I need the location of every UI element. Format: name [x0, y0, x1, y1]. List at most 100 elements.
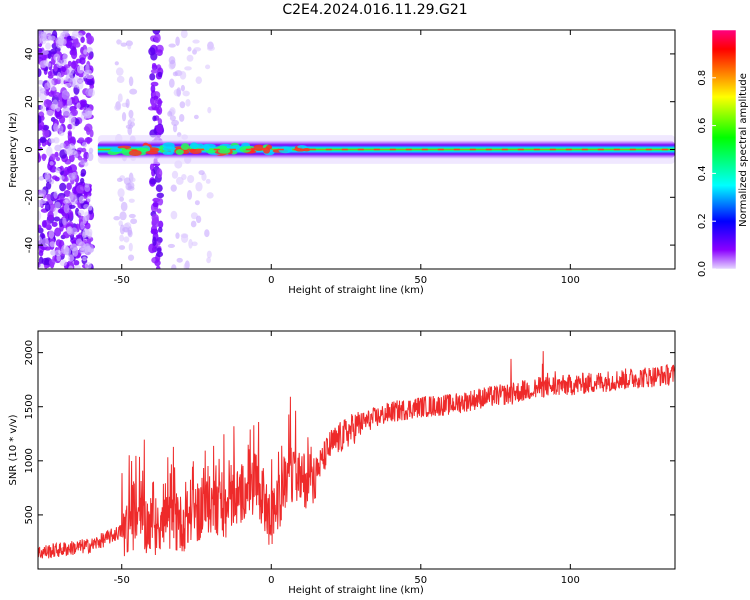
snr-plot-frame: [37, 330, 676, 570]
noise-speckle: [168, 56, 176, 65]
noise-speckle: [62, 217, 67, 226]
noise-speckle: [53, 207, 58, 217]
spectrogram-y-tick-label: 0: [24, 146, 35, 152]
noise-speckle: [38, 146, 43, 151]
noise-speckle: [85, 63, 90, 74]
snr-y-ticks: 500 1000 1500 2000: [24, 340, 675, 524]
noise-speckle: [76, 102, 81, 110]
spectrogram-x-ticks: -50 0 50 100: [114, 30, 580, 286]
noise-speckle: [80, 177, 85, 184]
noise-speckle: [85, 74, 94, 80]
noise-speckle: [48, 178, 55, 185]
signal-blob: [162, 142, 175, 149]
snr-panel: -50 0 50 100 500 1000 1500 2000 Height of stra…: [8, 330, 676, 596]
noise-speckle: [120, 42, 128, 47]
noise-speckle: [117, 93, 123, 103]
noise-speckle: [84, 222, 91, 230]
spectrogram-y-tick-label: 20: [24, 95, 35, 108]
noise-speckle: [38, 210, 42, 221]
signal-blob: [217, 148, 231, 154]
noise-speckle: [82, 215, 87, 224]
page-title: C2E4.2024.016.11.29.G21: [282, 2, 468, 18]
spectrogram-y-tick-label: -40: [24, 237, 35, 253]
noise-speckle: [62, 106, 70, 117]
noise-speckle: [158, 227, 163, 233]
noise-speckle: [206, 250, 212, 259]
noise-speckle: [80, 112, 87, 121]
signal-blob: [128, 149, 142, 156]
noise-speckle: [172, 71, 178, 77]
noise-speckle: [55, 167, 61, 174]
noise-speckle: [78, 241, 86, 251]
noise-speckle: [41, 237, 50, 248]
colorbar-tick-label: 0.2: [697, 213, 708, 229]
noise-speckle: [205, 64, 211, 70]
noise-speckle: [175, 36, 180, 47]
noise-speckle: [175, 232, 180, 239]
spectrogram-x-tick-label: 50: [414, 275, 427, 286]
noise-speckle: [168, 43, 176, 48]
noise-speckle: [71, 171, 77, 180]
noise-speckle: [58, 131, 65, 137]
noise-speckle: [45, 42, 51, 50]
noise-speckle: [204, 229, 210, 238]
noise-speckle: [128, 213, 136, 219]
noise-speckle: [59, 259, 68, 267]
noise-speckle: [54, 249, 62, 257]
noise-speckle: [38, 249, 44, 257]
noise-speckle: [117, 188, 125, 198]
noise-speckle: [187, 174, 195, 184]
noise-speckle: [53, 123, 59, 132]
noise-speckle: [59, 175, 65, 180]
noise-speckle: [40, 31, 47, 42]
noise-speckle: [171, 170, 179, 179]
noise-speckle: [130, 177, 136, 183]
noise-speckle: [185, 98, 191, 107]
noise-speckle: [116, 39, 121, 45]
noise-speckle: [48, 229, 55, 239]
noise-speckle: [38, 142, 41, 147]
noise-speckle: [38, 224, 42, 230]
noise-speckle: [156, 192, 164, 199]
noise-speckle: [152, 202, 159, 208]
noise-speckle: [155, 265, 161, 269]
noise-speckle: [46, 193, 52, 201]
noise-speckle: [123, 236, 130, 243]
noise-speckle: [150, 69, 158, 74]
noise-speckle: [151, 213, 159, 222]
noise-speckle: [47, 210, 54, 221]
noise-speckle: [156, 124, 163, 133]
noise-speckle: [190, 212, 198, 220]
noise-speckle: [55, 39, 64, 49]
snr-x-axis-label: Height of straight line (km): [288, 585, 424, 596]
spectrogram-y-tick-label: -20: [24, 189, 35, 205]
colorbar-tick-label: 0.0: [697, 261, 708, 277]
noise-speckle: [38, 79, 44, 85]
noise-speckle: [42, 128, 50, 139]
noise-speckle: [170, 210, 178, 220]
noise-speckle: [48, 259, 56, 266]
noise-speckle: [38, 154, 42, 163]
noise-speckle: [63, 190, 71, 197]
snr-y-tick-label: 1000: [24, 448, 35, 473]
noise-speckle: [73, 41, 81, 48]
noise-speckle: [180, 30, 188, 39]
noise-speckle: [169, 115, 176, 121]
noise-speckle: [154, 99, 163, 105]
noise-speckle: [80, 36, 85, 43]
noise-speckle: [45, 30, 53, 37]
noise-speckle-layer: [38, 30, 215, 269]
noise-speckle: [150, 98, 156, 108]
noise-speckle: [150, 228, 159, 235]
noise-speckle: [180, 84, 185, 92]
noise-speckle: [84, 136, 93, 144]
noise-speckle: [53, 216, 61, 222]
noise-speckle: [153, 33, 161, 43]
noise-speckle: [130, 121, 135, 127]
noise-speckle: [87, 152, 94, 162]
snr-x-tick-label: 50: [414, 575, 427, 586]
noise-speckle: [68, 149, 77, 156]
noise-speckle: [86, 195, 91, 203]
noise-speckle: [128, 109, 134, 119]
